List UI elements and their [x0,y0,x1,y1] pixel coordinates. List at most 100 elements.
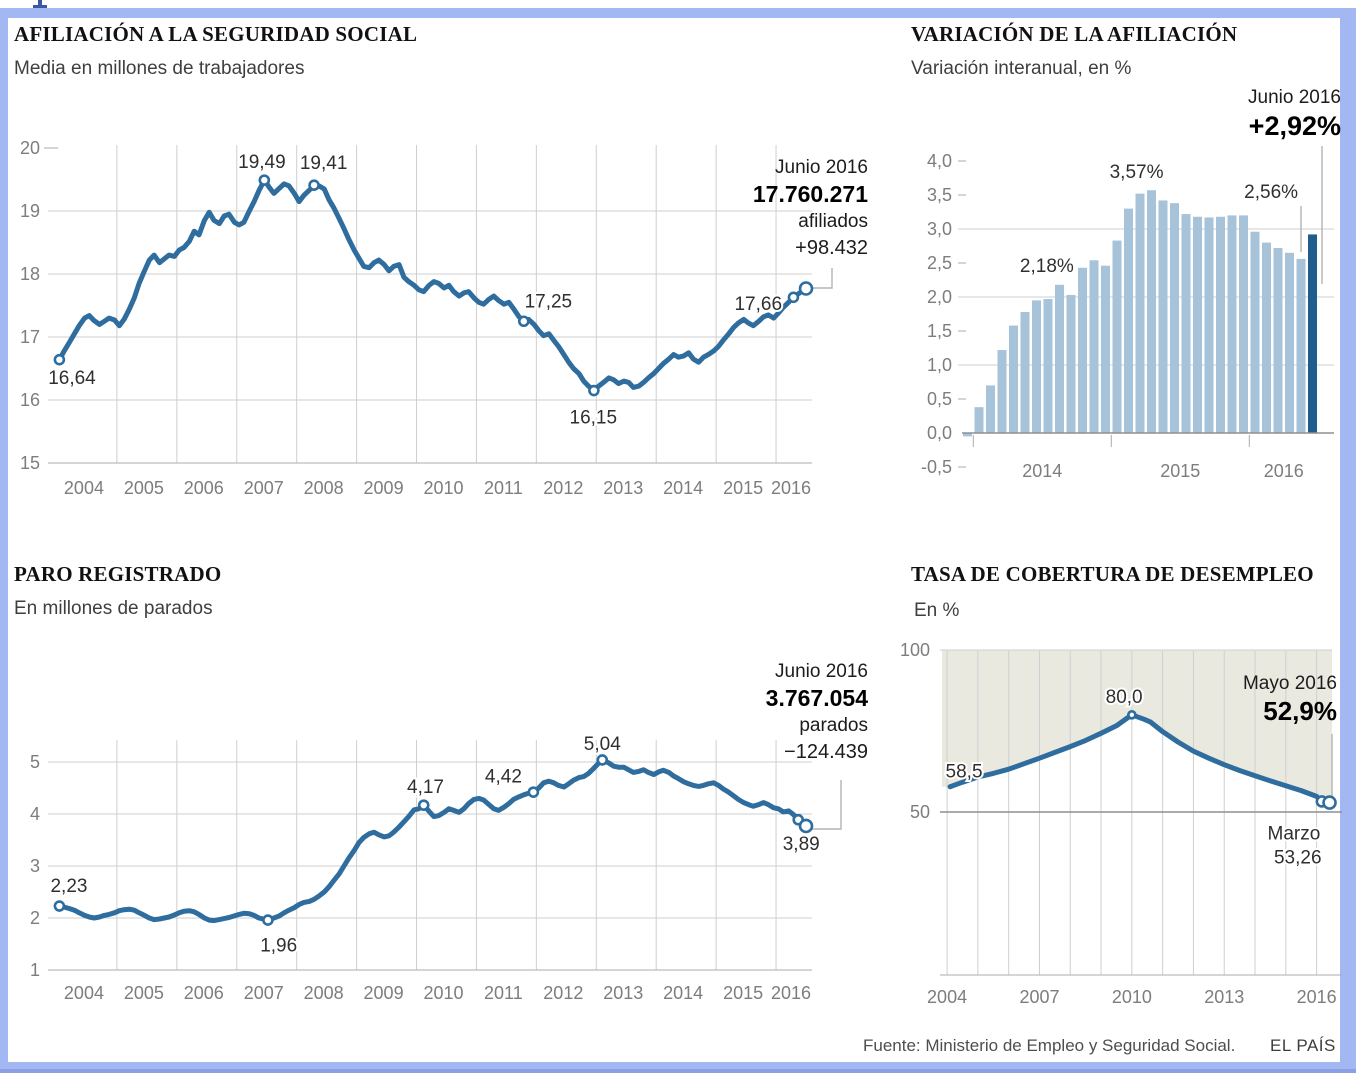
svg-text:2006: 2006 [184,983,224,1003]
svg-text:3,0: 3,0 [927,219,952,239]
svg-text:17,66: 17,66 [734,294,782,315]
svg-text:2016: 2016 [771,478,811,498]
svg-text:2,23: 2,23 [50,876,87,897]
frame-top [0,8,1356,18]
svg-text:16: 16 [20,390,40,410]
annotation-delta: −124.439 [784,741,868,763]
svg-text:2012: 2012 [543,478,583,498]
svg-text:3,57%: 3,57% [1110,162,1164,183]
svg-text:2015: 2015 [1160,461,1200,481]
svg-text:3,5: 3,5 [927,185,952,205]
svg-text:4,42: 4,42 [485,767,522,788]
svg-text:4,17: 4,17 [407,777,444,798]
svg-text:1: 1 [30,960,40,980]
brand-logo: EL PAÍS [1270,1036,1336,1055]
svg-text:2015: 2015 [723,983,763,1003]
svg-text:19,49: 19,49 [238,152,286,173]
svg-text:3,89: 3,89 [783,834,820,855]
svg-text:2004: 2004 [64,478,104,498]
svg-text:Marzo: Marzo [1268,824,1321,845]
annotation-afiliacion: Junio 2016 17.760.271 afiliados +98.432 [753,154,868,262]
source-credit: Fuente: Ministerio de Empleo y Seguridad… [863,1036,1236,1055]
svg-text:2007: 2007 [244,983,284,1003]
svg-text:2,18%: 2,18% [1020,256,1074,277]
svg-text:2,0: 2,0 [927,287,952,307]
svg-text:80,0: 80,0 [1106,687,1143,708]
annotation-value: +2,92% [1248,111,1341,141]
chart-title-afiliacion: AFILIACIÓN A LA SEGURIDAD SOCIAL [14,22,418,46]
svg-text:2013: 2013 [603,478,643,498]
svg-text:17: 17 [20,327,40,347]
svg-text:2004: 2004 [64,983,104,1003]
frame-right [1340,8,1356,1064]
svg-text:4: 4 [30,804,40,824]
svg-text:50: 50 [910,802,930,822]
svg-text:19: 19 [20,201,40,221]
svg-text:2013: 2013 [1204,987,1244,1007]
svg-text:2010: 2010 [1112,987,1152,1007]
svg-text:100: 100 [900,640,930,660]
annotation-value: 17.760.271 [752,181,868,207]
svg-text:2,5: 2,5 [927,253,952,273]
svg-text:2014: 2014 [1022,461,1062,481]
svg-text:2009: 2009 [364,983,404,1003]
svg-text:53,26: 53,26 [1274,847,1322,868]
svg-text:2015: 2015 [723,478,763,498]
svg-text:2007: 2007 [1019,987,1059,1007]
svg-text:18: 18 [20,264,40,284]
svg-text:17,25: 17,25 [525,292,573,313]
svg-text:2010: 2010 [423,983,463,1003]
svg-text:2011: 2011 [484,478,523,498]
chart-subtitle-paro: En millones de parados [14,598,213,619]
svg-text:5,04: 5,04 [584,734,621,755]
annotation-value: 52,9% [1263,696,1337,726]
annotation-paro: Junio 2016 3.767.054 parados −124.439 [766,658,868,766]
svg-text:5: 5 [30,752,40,772]
svg-text:2005: 2005 [124,478,164,498]
svg-text:1,0: 1,0 [927,355,952,375]
svg-text:2009: 2009 [364,478,404,498]
svg-text:16,15: 16,15 [570,408,618,429]
chart-title-paro: PARO REGISTRADO [14,562,222,586]
svg-text:1,5: 1,5 [927,321,952,341]
annotation-unit: parados [799,715,868,736]
annotation-date: Junio 2016 [1248,87,1341,108]
svg-text:2008: 2008 [304,983,344,1003]
annotation-date: Junio 2016 [775,661,868,682]
annotation-date: Mayo 2016 [1242,673,1337,694]
svg-text:3: 3 [30,856,40,876]
chart-title-variacion: VARIACIÓN DE LA AFILIACIÓN [911,22,1238,46]
svg-text:2005: 2005 [124,983,164,1003]
svg-text:2011: 2011 [484,983,523,1003]
svg-text:58,5: 58,5 [946,762,983,783]
chart-title-cobertura: TASA DE COBERTURA DE DESEMPLEO [911,562,1314,586]
annotation-value: 3.767.054 [765,685,868,711]
svg-text:2013: 2013 [603,983,643,1003]
svg-text:2016: 2016 [1264,461,1304,481]
svg-text:16,64: 16,64 [48,368,96,389]
svg-text:4,0: 4,0 [927,151,952,171]
chart-subtitle-cobertura: En % [914,600,960,621]
svg-text:2006: 2006 [184,478,224,498]
svg-text:2008: 2008 [304,478,344,498]
svg-text:2016: 2016 [771,983,811,1003]
frame-bottom-accent [0,1069,1356,1073]
svg-text:19,41: 19,41 [300,153,348,174]
svg-text:15: 15 [20,453,40,473]
frame-left [0,8,8,1064]
svg-text:2004: 2004 [927,987,967,1007]
svg-text:2012: 2012 [543,983,583,1003]
svg-text:0,5: 0,5 [927,389,952,409]
svg-text:2,56%: 2,56% [1244,182,1298,203]
annotation-variacion: Junio 2016 +2,92% [1248,84,1341,141]
svg-text:2014: 2014 [663,478,703,498]
chart-subtitle-variacion: Variación interanual, en % [911,58,1132,79]
annotation-delta: +98.432 [795,237,868,259]
cropped-text-fragment [33,0,47,8]
svg-text:2010: 2010 [423,478,463,498]
annotation-unit: afiliados [798,211,868,232]
svg-text:2: 2 [30,908,40,928]
svg-text:2016: 2016 [1297,987,1337,1007]
